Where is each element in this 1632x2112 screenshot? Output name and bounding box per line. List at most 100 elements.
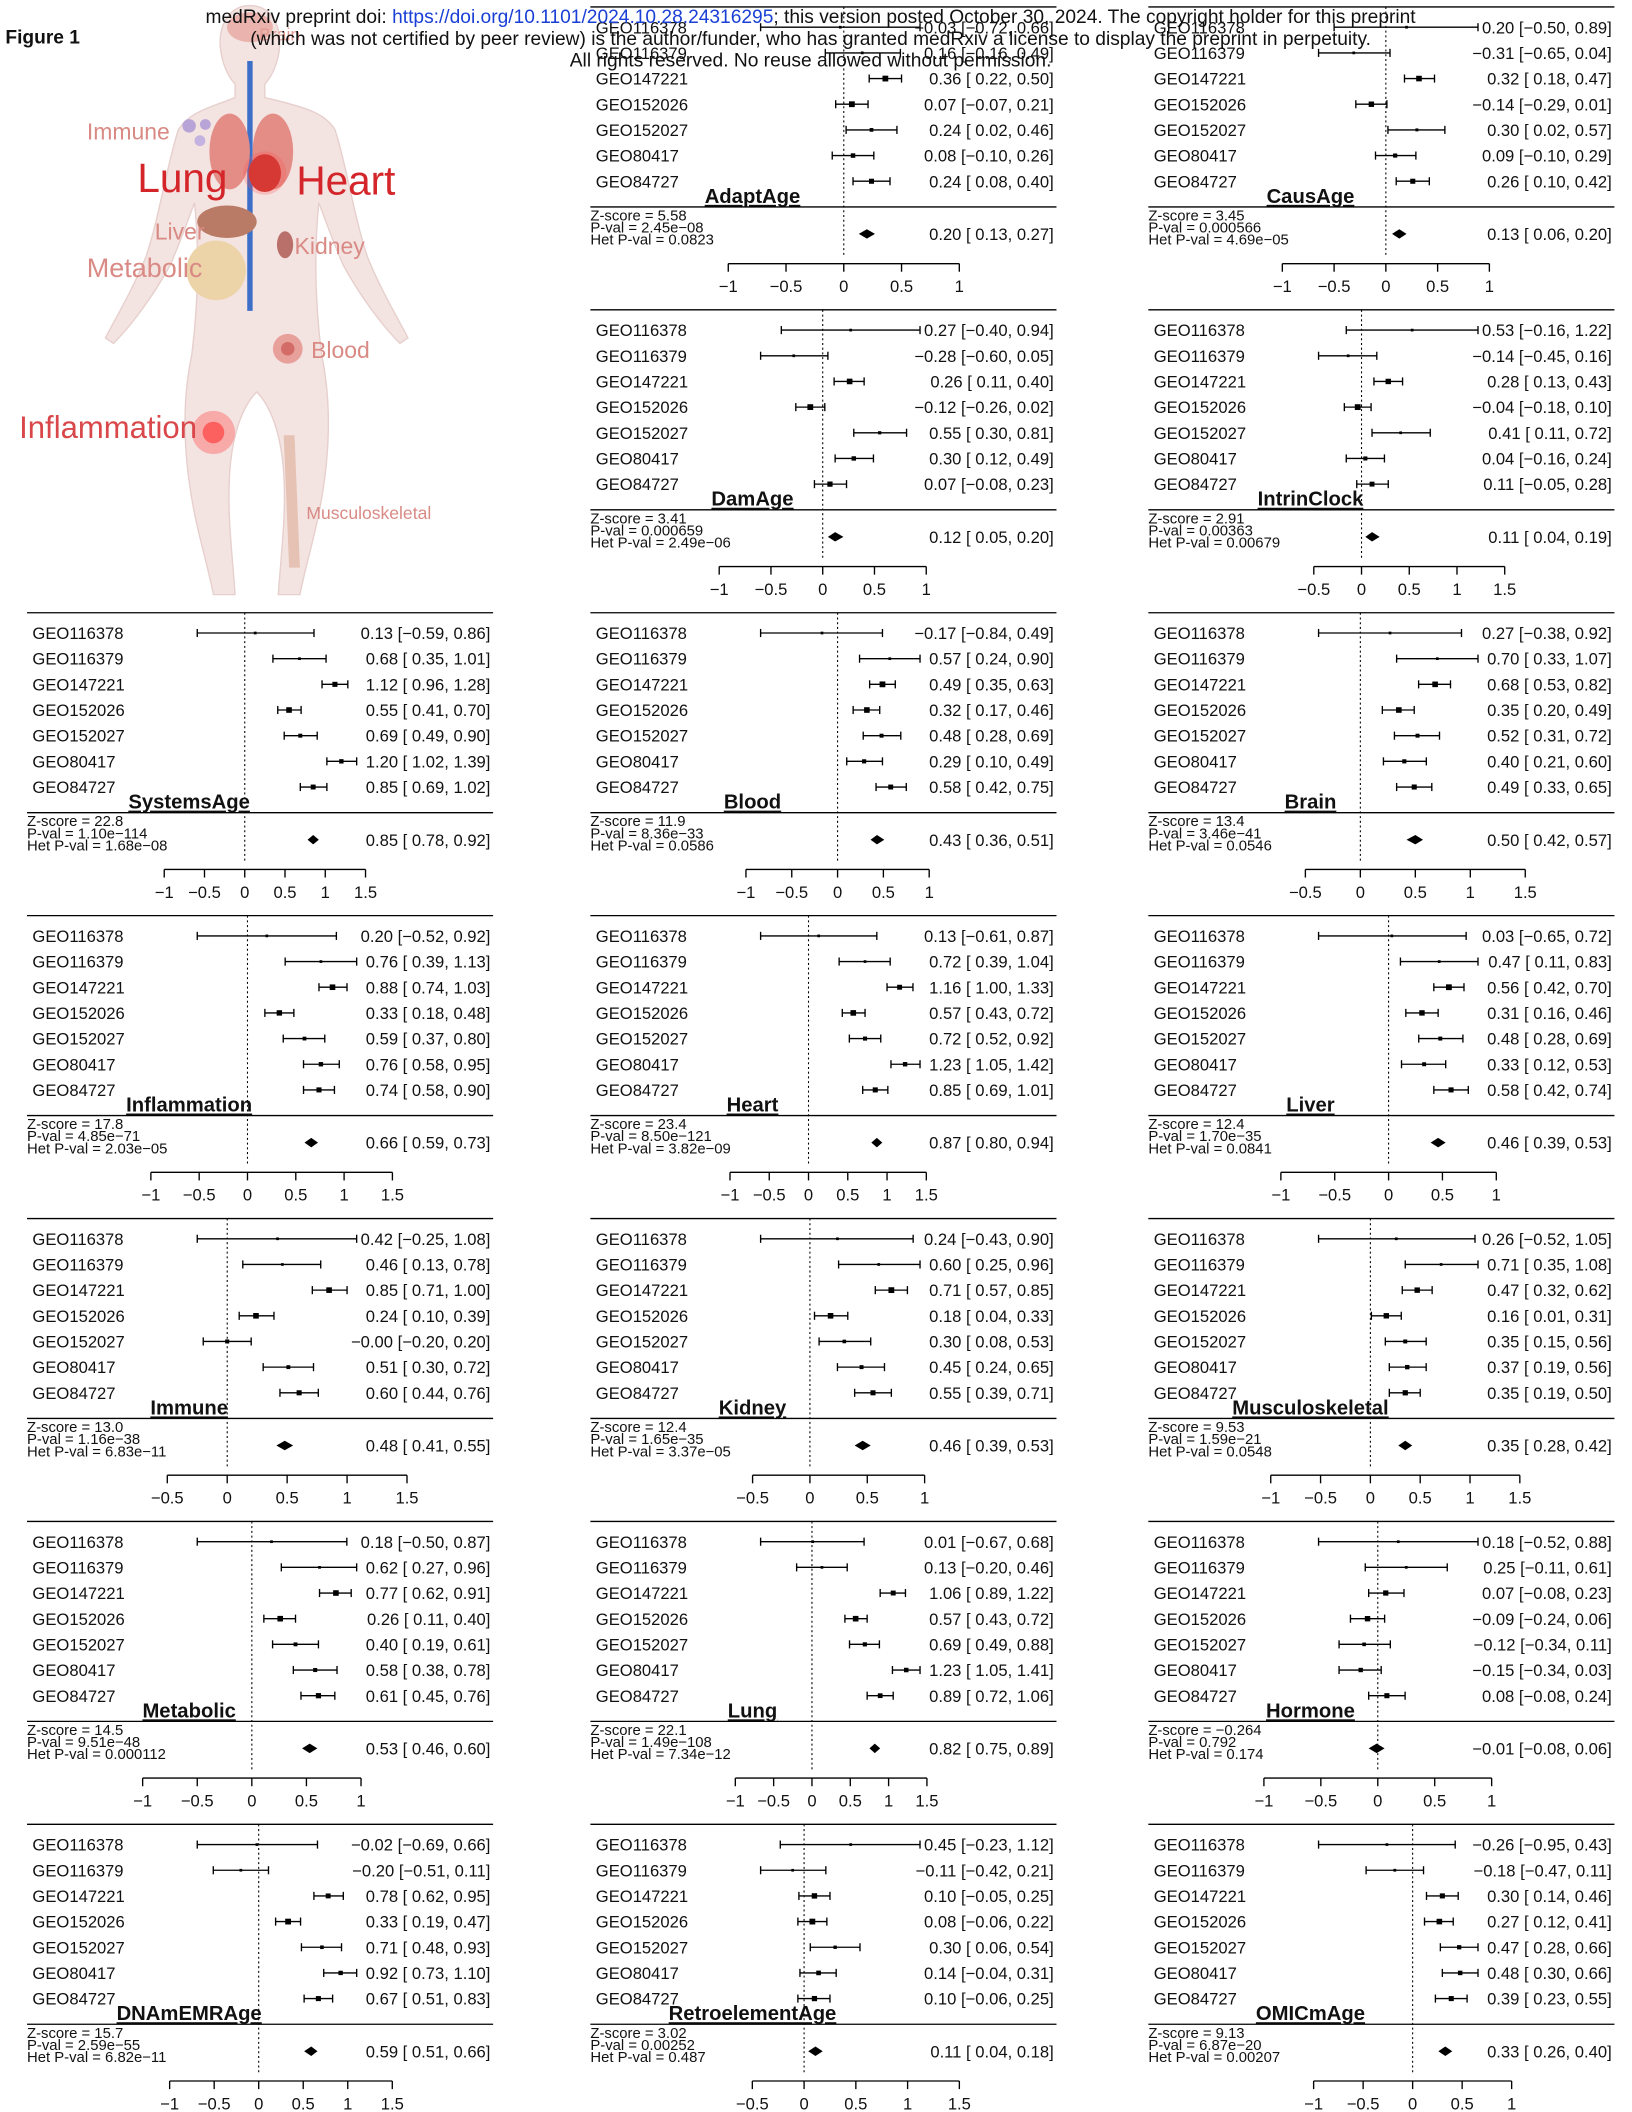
estimate-square: [1368, 101, 1375, 107]
panel-title: Hormone: [1266, 1700, 1355, 1722]
x-tick-label: −0.5: [770, 277, 803, 296]
summary-diamond: [304, 2046, 318, 2057]
panel-title: CausAge: [1267, 186, 1355, 208]
x-tick-label: 1: [343, 2094, 352, 2112]
estimate-square: [318, 1566, 321, 1569]
het-p-value: Het P-val = 3.82e−09: [590, 1141, 730, 1157]
estimate-square: [859, 1365, 864, 1370]
het-p-value: Het P-val = 2.49e−06: [590, 536, 730, 552]
study-label: GEO152027: [1154, 1030, 1246, 1049]
estimate-square: [809, 1918, 816, 1925]
x-tick-label: 0.5: [1451, 2094, 1474, 2112]
estimate-square: [270, 1540, 273, 1544]
forest-panel: GEO116378 −0.17 [−0.84, 0.49] GEO116379 0.5…: [590, 612, 1057, 902]
estimate-square: [1383, 1313, 1390, 1319]
x-tick-label: −1: [736, 883, 755, 902]
value-label: 0.78 [ 0.62, 0.95]: [366, 1887, 491, 1906]
study-label: GEO152027: [1154, 1635, 1246, 1654]
estimate-square: [838, 25, 842, 29]
estimate-square: [1405, 1364, 1410, 1370]
study-label: GEO116379: [32, 1558, 123, 1577]
estimate-square: [285, 1918, 291, 1925]
study-label: GEO152026: [596, 701, 688, 720]
value-label: 0.58 [ 0.42, 0.74]: [1487, 1081, 1612, 1100]
value-label: 0.07 [−0.08, 0.23]: [924, 475, 1054, 494]
value-label: 0.76 [ 0.58, 0.95]: [366, 1055, 491, 1074]
estimate-square: [1439, 1893, 1445, 1899]
study-label: GEO152027: [32, 1938, 124, 1957]
study-label: GEO152026: [596, 398, 688, 417]
x-tick-label: 0: [254, 2094, 263, 2112]
estimate-square: [827, 481, 833, 487]
estimate-square: [1405, 25, 1408, 29]
study-label: GEO80417: [1154, 1964, 1237, 1983]
summary-label: 0.43 [ 0.36, 0.51]: [929, 831, 1054, 850]
het-p-value: Het P-val = 4.69e−05: [1148, 233, 1288, 249]
value-label: 0.72 [ 0.39, 1.04]: [929, 953, 1054, 972]
estimate-square: [1396, 1540, 1400, 1544]
summary-label: 0.11 [ 0.04, 0.19]: [1488, 528, 1611, 547]
preprint-notice-line2: (which was not certified by peer review)…: [250, 29, 1371, 50]
estimate-square: [1364, 1615, 1371, 1622]
value-label: 0.42 [−0.25, 1.08]: [361, 1230, 491, 1249]
value-label: −0.26 [−0.95, 0.43]: [1472, 1836, 1611, 1855]
x-tick-label: 1: [321, 883, 330, 902]
study-label: GEO152026: [32, 1913, 124, 1932]
value-label: 0.20 [−0.50, 0.89]: [1482, 18, 1612, 37]
study-label: GEO80417: [1154, 450, 1237, 469]
value-label: −0.04 [−0.18, 0.10]: [1472, 398, 1611, 417]
x-tick-label: 0: [1357, 580, 1366, 599]
summary-diamond: [1398, 1440, 1413, 1451]
estimate-square: [286, 707, 292, 713]
estimate-square: [872, 1087, 878, 1093]
study-label: GEO80417: [596, 147, 679, 166]
x-tick-label: 1.5: [1514, 883, 1537, 902]
forest-panel: GEO116378 0.26 [−0.52, 1.05] GEO116379 0.71…: [1148, 1217, 1615, 1508]
estimate-square: [1385, 1843, 1389, 1846]
value-label: 0.40 [ 0.19, 0.61]: [366, 1635, 491, 1654]
study-label: GEO116379: [32, 953, 123, 972]
x-tick-label: 0: [839, 277, 848, 296]
forest-panel: GEO116378 0.03 [−0.65, 0.72] GEO116379 0.47…: [1148, 914, 1615, 1205]
estimate-square: [791, 1868, 795, 1872]
estimate-square: [897, 984, 903, 990]
value-label: 0.28 [ 0.13, 0.43]: [1487, 373, 1612, 392]
study-label: GEO116379: [1154, 347, 1245, 366]
value-label: 0.03 [−0.65, 0.72]: [1482, 927, 1612, 946]
x-tick-label: 1: [925, 883, 934, 902]
x-tick-label: −1: [1273, 277, 1292, 296]
value-label: −0.12 [−0.34, 0.11]: [1474, 1635, 1612, 1654]
estimate-square: [315, 1996, 321, 2002]
organ-label: Liver: [155, 218, 205, 244]
study-label: GEO152026: [596, 1913, 688, 1932]
estimate-square: [302, 1036, 307, 1041]
study-label: GEO147221: [1154, 1887, 1246, 1906]
study-label: GEO116379: [596, 1558, 687, 1577]
heart-glow: [243, 151, 287, 195]
study-label: GEO116378: [596, 1230, 687, 1249]
study-label: GEO116378: [1154, 18, 1245, 37]
estimate-square: [888, 1287, 895, 1294]
x-tick-label: 0: [1366, 1489, 1375, 1508]
het-p-value: Het P-val = 6.82e−11: [27, 2050, 166, 2066]
doi-link[interactable]: https://doi.org/10.1101/2024.10.28.24316…: [392, 7, 773, 28]
estimate-square: [298, 733, 303, 738]
z-score: Z-score = 13.4: [1148, 814, 1244, 830]
study-label: GEO147221: [596, 70, 688, 89]
x-tick-label: −0.5: [736, 2094, 769, 2112]
estimate-square: [280, 1263, 284, 1266]
x-tick-label: 0.5: [872, 883, 895, 902]
het-p-value: Het P-val = 3.37e−05: [590, 1444, 730, 1460]
value-label: 0.35 [ 0.19, 0.50]: [1487, 1384, 1612, 1403]
study-label: GEO116379: [1154, 1861, 1245, 1880]
study-label: GEO152026: [1154, 1004, 1246, 1023]
p-value: P-val = 0.000659: [590, 523, 703, 539]
summary-label: 0.85 [ 0.78, 0.92]: [366, 831, 491, 850]
organ-label: Lung: [137, 155, 227, 201]
forest-panel: GEO116378 0.20 [−0.50, 0.89] GEO116379 −0.3…: [1148, 6, 1615, 296]
study-label: GEO116378: [596, 18, 687, 37]
x-tick-label: 1.5: [381, 2094, 404, 2112]
estimate-square: [276, 1237, 279, 1241]
value-label: 0.57 [ 0.43, 0.72]: [929, 1004, 1054, 1023]
study-label: GEO152027: [596, 1938, 688, 1957]
